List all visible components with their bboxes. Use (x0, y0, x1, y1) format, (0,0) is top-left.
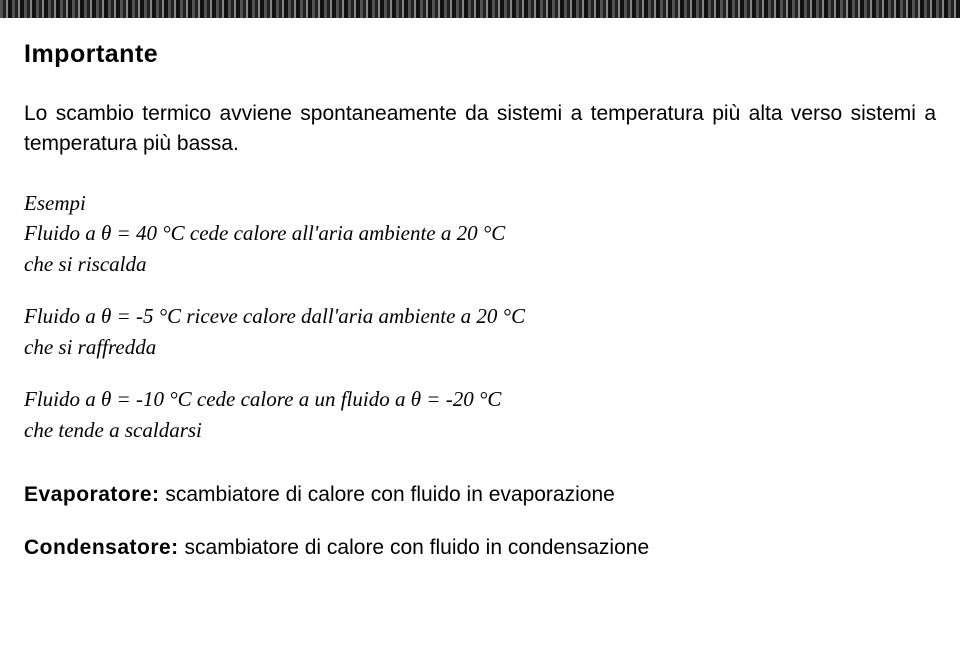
definition-desc: scambiatore di calore con fluido in evap… (160, 483, 615, 506)
example-line: Fluido a θ = -10 °C cede calore a un flu… (24, 384, 936, 414)
example-line: che tende a scaldarsi (24, 415, 936, 445)
example-line: che si riscalda (24, 249, 936, 279)
example-line: Fluido a θ = -5 °C riceve calore dall'ar… (24, 301, 936, 331)
intro-paragraph: Lo scambio termico avviene spontaneament… (24, 99, 936, 160)
definition-term: Evaporatore: (24, 483, 160, 506)
definition-term: Condensatore: (24, 536, 179, 559)
example-item: Fluido a θ = -5 °C riceve calore dall'ar… (24, 301, 936, 362)
example-line: Fluido a θ = 40 °C cede calore all'aria … (24, 218, 936, 248)
example-item: Fluido a θ = 40 °C cede calore all'aria … (24, 218, 936, 279)
definition-row: Condensatore: scambiatore di calore con … (24, 532, 936, 564)
decorative-topbar (0, 0, 960, 18)
topbar-texture (0, 0, 960, 18)
examples-heading: Esempi (24, 188, 936, 218)
definition-row: Evaporatore: scambiatore di calore con f… (24, 479, 936, 511)
document-page: Importante Lo scambio termico avviene sp… (0, 18, 960, 564)
examples-section: Esempi Fluido a θ = 40 °C cede calore al… (24, 188, 936, 445)
page-title: Importante (24, 40, 936, 69)
example-item: Fluido a θ = -10 °C cede calore a un flu… (24, 384, 936, 445)
example-line: che si raffredda (24, 332, 936, 362)
definition-desc: scambiatore di calore con fluido in cond… (179, 536, 649, 559)
definitions-section: Evaporatore: scambiatore di calore con f… (24, 479, 936, 564)
